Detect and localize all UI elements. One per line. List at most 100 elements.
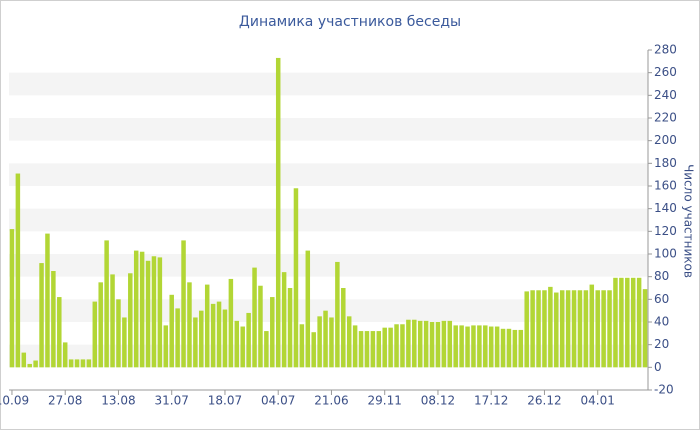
- bar: [305, 250, 311, 368]
- bar: [110, 274, 115, 368]
- y-tick-label: 0: [654, 360, 662, 374]
- bar: [193, 317, 198, 368]
- bar: [465, 326, 470, 368]
- y-axis-label: Число участников: [682, 164, 696, 278]
- y-tick-label: 200: [654, 133, 677, 147]
- bar: [57, 297, 62, 368]
- bar: [447, 320, 453, 368]
- bar: [352, 325, 358, 368]
- bar: [453, 325, 458, 368]
- bar: [234, 320, 240, 368]
- bar: [400, 324, 405, 368]
- bar: [441, 320, 447, 368]
- bar: [589, 284, 595, 368]
- bar: [39, 263, 44, 368]
- bar: [459, 325, 464, 368]
- bar: [388, 327, 393, 368]
- bar: [382, 327, 387, 368]
- x-tick-label: 21.06: [314, 394, 348, 408]
- bar: [518, 329, 524, 368]
- bar: [317, 316, 322, 368]
- bar: [613, 277, 618, 368]
- y-tick-label: 220: [654, 111, 677, 125]
- grid-band: [9, 72, 648, 96]
- bar: [595, 290, 600, 368]
- grid-band: [9, 118, 648, 141]
- bar: [341, 288, 346, 368]
- bar: [346, 316, 352, 368]
- y-tick-label: 120: [654, 224, 677, 238]
- x-tick-label: 04.01: [581, 394, 615, 408]
- bar: [536, 290, 541, 368]
- bar: [33, 360, 38, 368]
- bar: [506, 328, 512, 368]
- bar: [394, 324, 399, 368]
- bar: [246, 312, 251, 368]
- x-tick-label: 13.08: [101, 394, 135, 408]
- y-tick-label: 280: [654, 43, 677, 57]
- bar: [406, 319, 411, 368]
- bar: [45, 233, 50, 368]
- bar: [92, 301, 98, 368]
- x-tick-label: 08.12: [421, 394, 455, 408]
- bar: [512, 329, 518, 368]
- bar: [412, 319, 417, 368]
- bar: [199, 310, 204, 368]
- bar: [571, 290, 577, 368]
- bar: [625, 277, 630, 368]
- bar: [323, 310, 328, 368]
- bar: [240, 326, 245, 368]
- bar: [122, 317, 127, 368]
- bar: [565, 290, 571, 368]
- bar: [163, 325, 169, 368]
- bar: [329, 317, 334, 368]
- grid-band: [9, 299, 648, 322]
- bar: [139, 251, 145, 368]
- bar: [471, 325, 476, 368]
- bar: [228, 278, 234, 368]
- bar: [116, 299, 121, 368]
- bar: [86, 359, 92, 368]
- x-tick-label: 04.07: [261, 394, 295, 408]
- bar: [128, 273, 133, 368]
- bar: [258, 285, 263, 368]
- bar: [364, 331, 370, 368]
- bar: [636, 277, 642, 368]
- bar: [559, 290, 565, 368]
- bar: [287, 288, 293, 368]
- bar: [275, 57, 281, 368]
- bar: [80, 359, 86, 368]
- grid-band: [9, 163, 648, 186]
- bar: [216, 301, 222, 368]
- bar: [62, 342, 68, 368]
- bar: [145, 260, 151, 368]
- bar: [642, 289, 648, 368]
- bar: [619, 277, 624, 368]
- bar: [601, 290, 606, 368]
- bar: [554, 292, 559, 368]
- bar: [542, 290, 547, 368]
- bar: [74, 359, 80, 368]
- x-tick-label: 17.12: [474, 394, 508, 408]
- bar: [222, 309, 228, 368]
- bar: [51, 271, 56, 368]
- grid-band: [9, 254, 648, 277]
- bar: [270, 297, 275, 368]
- y-tick-label: 180: [654, 156, 677, 170]
- bar: [311, 332, 316, 368]
- bar: [417, 320, 423, 368]
- bar: [181, 240, 186, 368]
- bar: [483, 325, 488, 368]
- bar: [429, 322, 435, 368]
- bar: [376, 331, 382, 368]
- bar: [607, 290, 612, 368]
- bar: [583, 290, 589, 368]
- bar: [104, 240, 109, 368]
- bar: [494, 326, 500, 368]
- bar: [423, 320, 429, 368]
- bar: [133, 250, 139, 368]
- bar: [264, 331, 269, 368]
- bar: [370, 331, 376, 368]
- y-tick-label: 20: [654, 337, 669, 351]
- bar: [187, 282, 192, 368]
